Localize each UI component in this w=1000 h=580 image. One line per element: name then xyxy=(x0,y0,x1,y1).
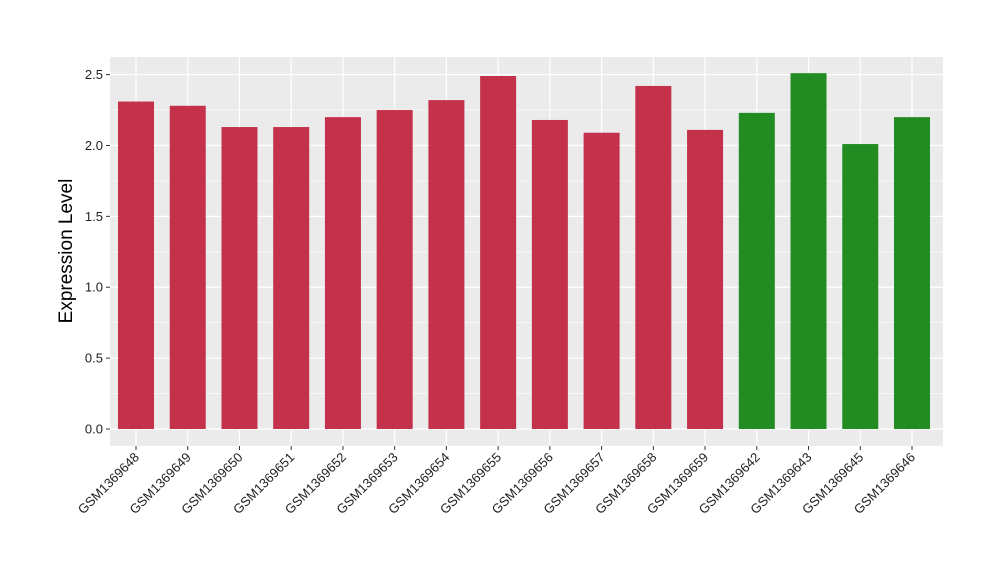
bar-GSM1369658 xyxy=(635,85,672,430)
bar-GSM1369654 xyxy=(428,100,465,430)
y-axis-title: Expression Level xyxy=(56,179,77,324)
x-axis: GSM1369648GSM1369649GSM1369650GSM1369651… xyxy=(75,446,918,517)
bar-GSM1369657 xyxy=(583,132,620,429)
bar-GSM1369650 xyxy=(221,127,258,429)
bar-GSM1369651 xyxy=(273,127,310,429)
y-tick-label: 1.0 xyxy=(85,280,103,295)
bar-GSM1369649 xyxy=(169,105,206,429)
bar-GSM1369648 xyxy=(118,101,154,430)
y-tick-label: 0.5 xyxy=(85,351,103,366)
bars xyxy=(118,73,930,430)
y-tick-label: 2.0 xyxy=(85,138,103,153)
bar-GSM1369653 xyxy=(376,110,413,429)
y-tick-label: 2.5 xyxy=(85,67,103,82)
bar-GSM1369656 xyxy=(531,119,568,430)
y-tick-label: 1.5 xyxy=(85,209,103,224)
y-axis: 0.0 0.5 1.0 1.5 2.0 2.5 xyxy=(85,67,110,437)
bar-GSM1369643 xyxy=(790,73,827,429)
bar-GSM1369642 xyxy=(738,112,775,430)
bar-GSM1369655 xyxy=(480,76,517,429)
bar-GSM1369646 xyxy=(894,117,930,430)
bar-GSM1369645 xyxy=(842,144,879,430)
bar-GSM1369652 xyxy=(324,117,361,430)
bar-GSM1369659 xyxy=(687,129,724,429)
y-tick-label: 0.0 xyxy=(85,422,103,437)
